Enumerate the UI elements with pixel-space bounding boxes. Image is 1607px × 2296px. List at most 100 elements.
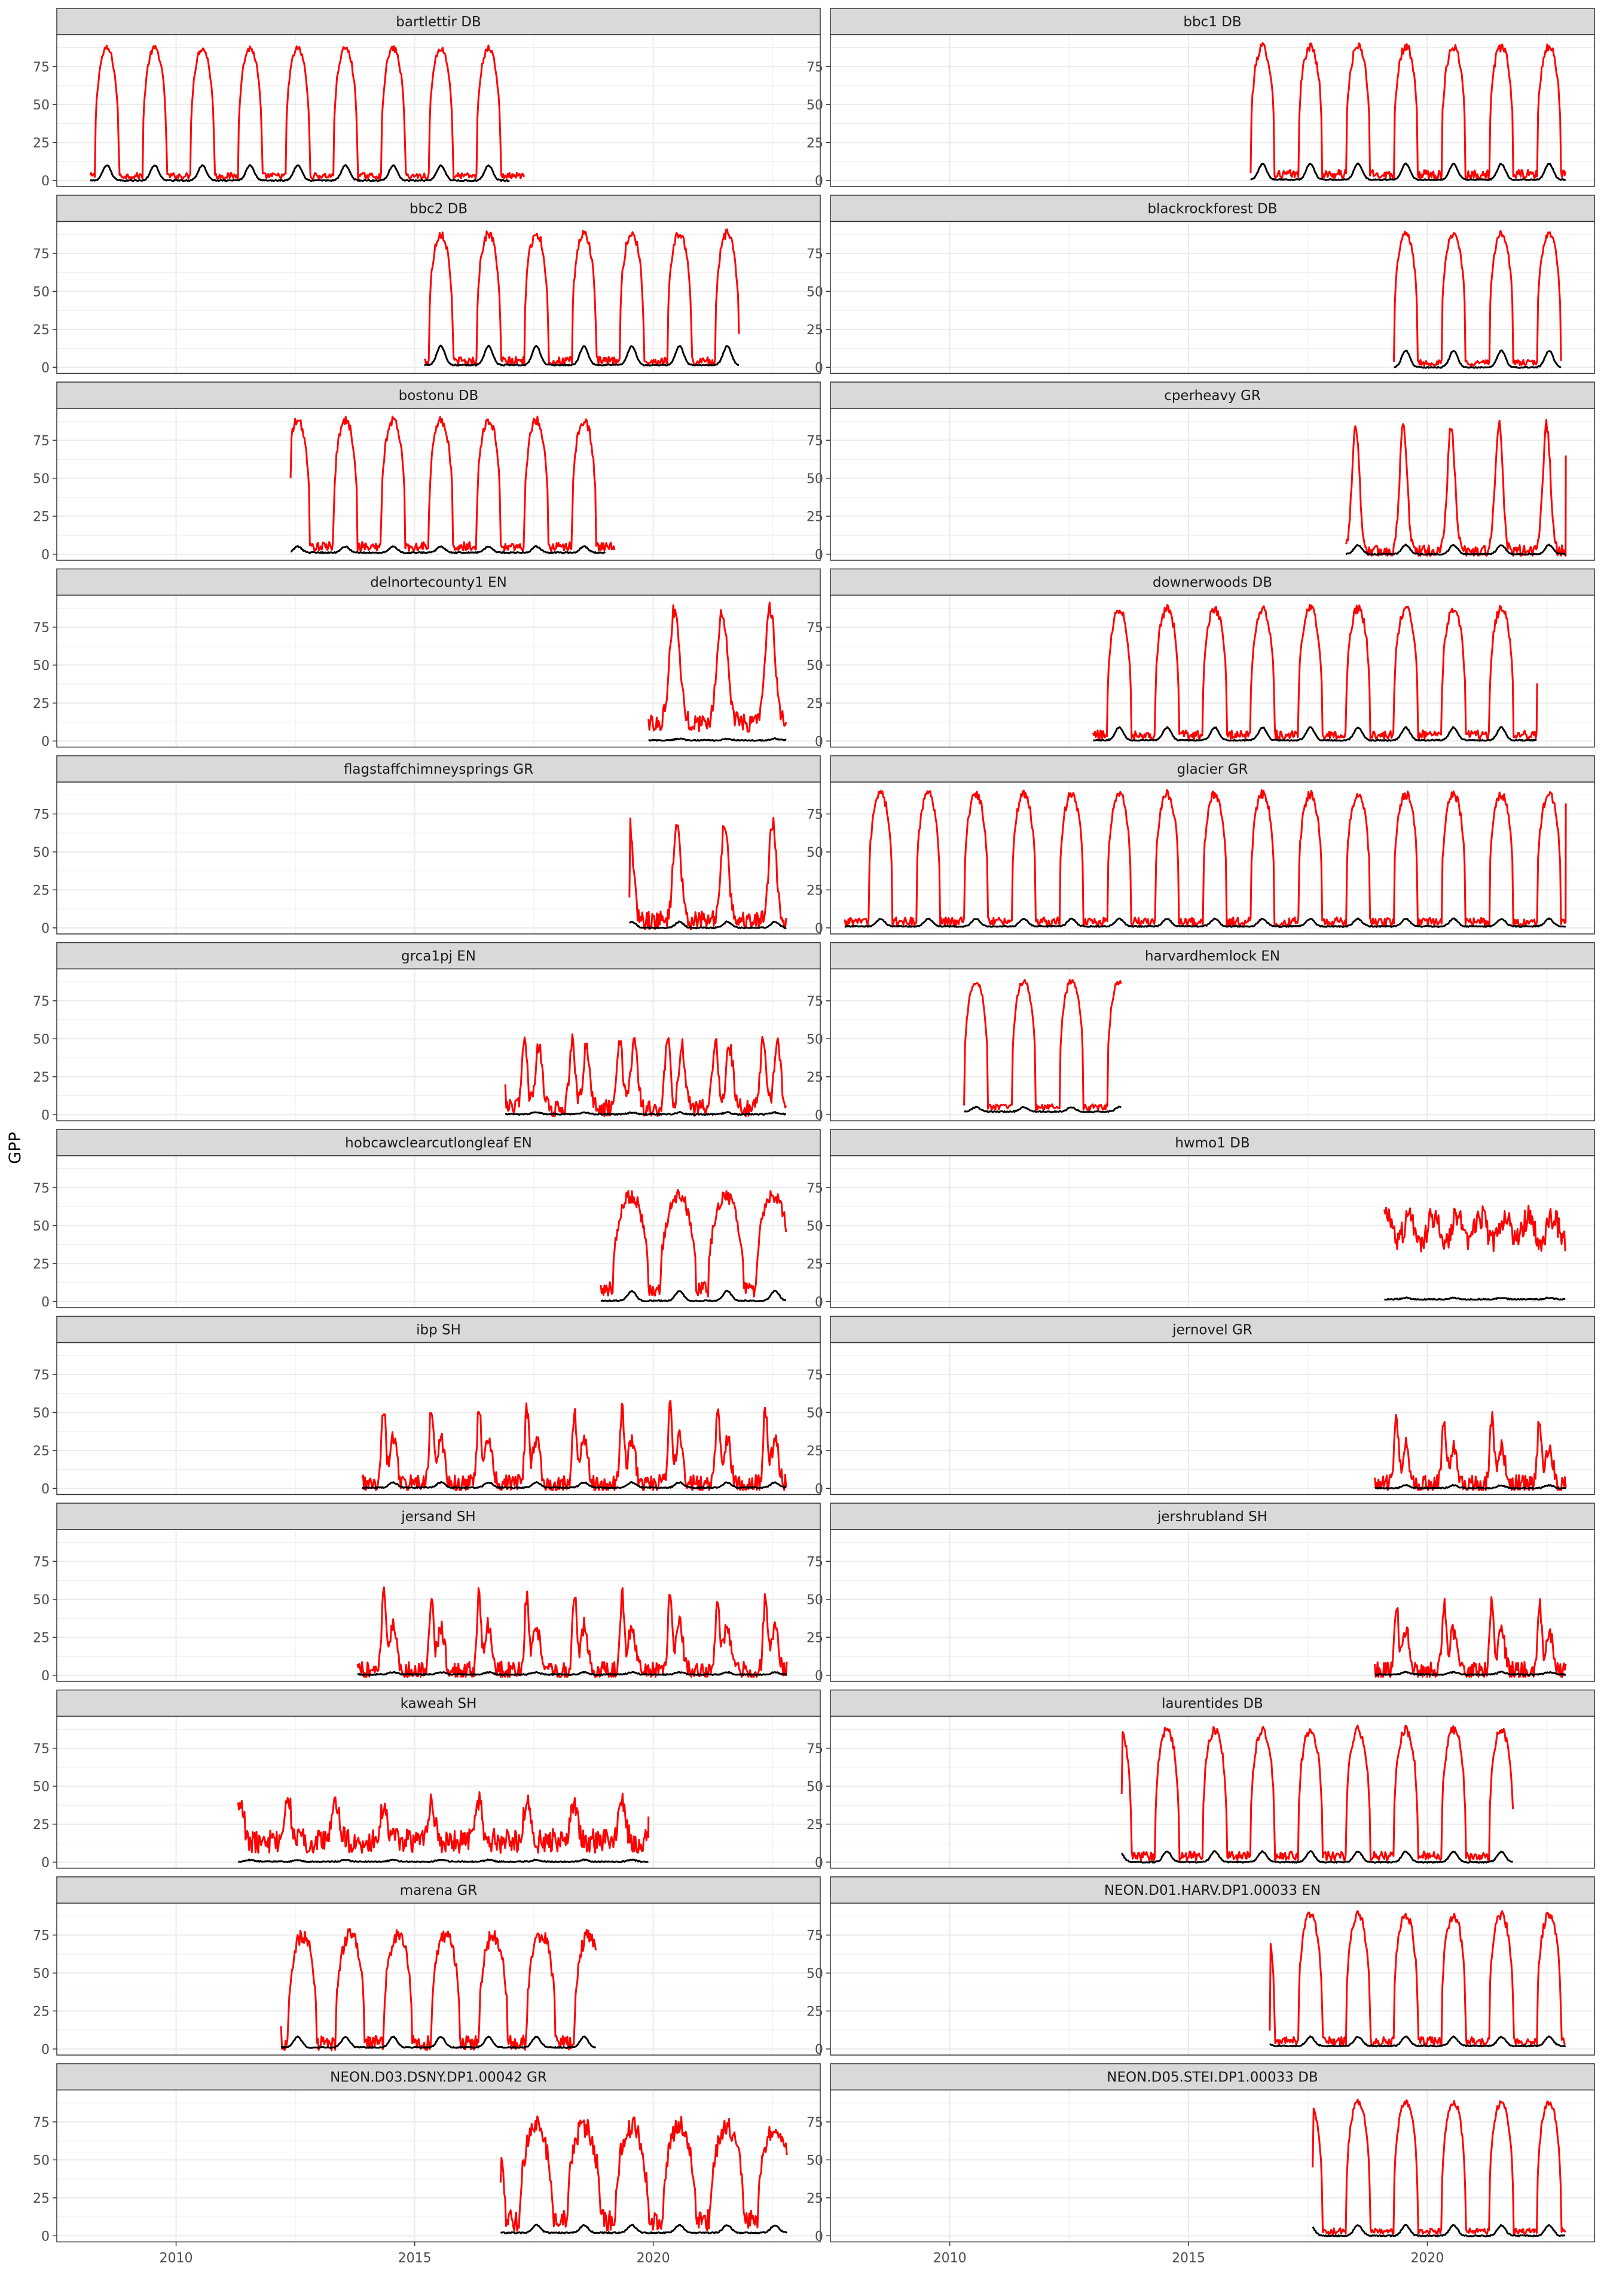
panel-title: flagstaffchimneysprings GR [344, 762, 533, 777]
y-tick-label: 75 [33, 60, 50, 75]
y-tick-label: 25 [806, 509, 823, 524]
y-tick-label: 25 [806, 2191, 823, 2206]
gridlines [830, 221, 1594, 374]
y-tick-label: 50 [33, 1406, 50, 1421]
panel-background [57, 1903, 820, 2055]
panel-background [830, 408, 1594, 560]
panel-border [830, 2089, 1595, 2243]
y-tick-label: 75 [806, 1742, 823, 1757]
panel-border [56, 221, 821, 374]
panel-background [57, 969, 820, 1121]
panel-strip [56, 2063, 821, 2091]
panel-title: NEON.D01.HARV.DP1.00033 EN [1104, 1883, 1321, 1898]
y-tick-label: 75 [806, 2115, 823, 2130]
y-tick-label: 50 [33, 285, 50, 300]
black-series-line [1384, 1296, 1566, 1301]
panel-marena-gr: marena GR 0 25 50 75 [33, 1876, 821, 2057]
black-series-line [89, 164, 510, 182]
y-tick-label: 50 [806, 1032, 823, 1047]
x-tick-label: 2015 [1172, 2251, 1205, 2266]
panel-strip [830, 8, 1595, 35]
red-series-line [1249, 42, 1567, 180]
panel-background [57, 1529, 820, 1681]
y-tick-label: 0 [41, 1855, 50, 1870]
panel-title: hwmo1 DB [1175, 1135, 1249, 1151]
y-tick-label: 25 [33, 323, 50, 338]
black-series-line [362, 1480, 787, 1489]
red-series-line [237, 1791, 650, 1854]
y-tick-label: 0 [41, 548, 50, 563]
panel-background [830, 2090, 1594, 2242]
y-tick-label: 0 [815, 734, 823, 749]
y-tick-label: 75 [806, 247, 823, 262]
y-tick-label: 75 [806, 621, 823, 636]
panel-border [830, 1529, 1595, 1682]
x-tick-label: 2015 [398, 2251, 432, 2266]
panel-strip [56, 1315, 821, 1344]
panel-title: bbc2 DB [410, 201, 468, 217]
gridlines [56, 408, 820, 560]
black-series-line [1269, 2035, 1566, 2048]
panel-border [56, 1342, 821, 1495]
y-tick-label: 75 [806, 1928, 823, 1943]
y-tick-label: 75 [806, 433, 823, 448]
y-tick-label: 75 [33, 1742, 50, 1757]
panel-bbc2-db: bbc2 DB 0 25 50 75 [33, 194, 821, 375]
y-tick-label: 0 [41, 1669, 50, 1684]
y-tick-label: 25 [806, 697, 823, 712]
panel-strip [830, 755, 1595, 783]
y-tick-label: 0 [815, 2042, 823, 2057]
panel-border [830, 1715, 1595, 1869]
y-tick-label: 50 [33, 1967, 50, 1981]
panel-background [830, 782, 1594, 934]
gridlines [830, 782, 1594, 934]
y-tick-label: 50 [806, 472, 823, 487]
red-series-line [963, 979, 1122, 1111]
black-series-line [505, 1111, 786, 1116]
panel-background [57, 408, 820, 560]
panel-background [830, 1529, 1594, 1681]
y-tick-label: 0 [815, 1669, 823, 1684]
red-series-line [1312, 2099, 1566, 2236]
y-tick-label: 75 [33, 807, 50, 822]
panel-strip [56, 194, 821, 222]
panel-background [830, 1342, 1594, 1495]
y-tick-label: 0 [41, 1482, 50, 1497]
y-tick-label: 25 [33, 2191, 50, 2206]
panel-bostonu-db: bostonu DB 0 25 50 75 [33, 381, 821, 563]
panel-background [830, 1716, 1594, 1868]
red-series-line [1120, 1724, 1514, 1862]
panel-strip [56, 1876, 821, 1904]
y-tick-label: 25 [33, 1444, 50, 1459]
red-series-line [1374, 1410, 1567, 1491]
x-tick-label: 2010 [933, 2251, 967, 2266]
panel-border [56, 408, 821, 561]
panel-grca1pj-en: grca1pj EN 0 25 50 75 [33, 942, 821, 1123]
y-tick-label: 0 [41, 1295, 50, 1310]
gridlines [56, 1156, 820, 1308]
y-tick-label: 0 [815, 2229, 823, 2244]
y-tick-label: 75 [806, 1181, 823, 1196]
y-tick-label: 25 [33, 1257, 50, 1272]
panel-border [830, 34, 1595, 187]
gridlines [830, 1903, 1594, 2055]
panel-bbc1-db: bbc1 DB 0 25 50 75 [806, 8, 1595, 189]
panel-laurentides-db: laurentides DB 0 25 50 75 [806, 1689, 1595, 1870]
y-tick-label: 50 [806, 658, 823, 673]
y-tick-label: 50 [33, 658, 50, 673]
y-tick-label: 50 [806, 98, 823, 113]
panel-border [830, 594, 1595, 748]
panel-strip [830, 1129, 1595, 1156]
black-series-line [1394, 349, 1562, 369]
black-series-line [844, 917, 1566, 928]
panel-ibp-sh: ibp SH 0 25 50 75 [33, 1315, 821, 1497]
black-series-line [237, 1858, 649, 1864]
y-tick-label: 75 [806, 60, 823, 75]
y-tick-label: 0 [41, 1108, 50, 1123]
panel-delnortecounty1-en: delnortecounty1 EN 0 25 50 75 [33, 568, 821, 749]
panel-background [57, 1342, 820, 1495]
panel-title: hobcawclearcutlongleaf EN [345, 1135, 532, 1151]
y-tick-label: 25 [806, 1631, 823, 1645]
panel-jernovel-gr: jernovel GR 0 25 50 75 [806, 1315, 1595, 1497]
y-tick-label: 75 [33, 247, 50, 262]
